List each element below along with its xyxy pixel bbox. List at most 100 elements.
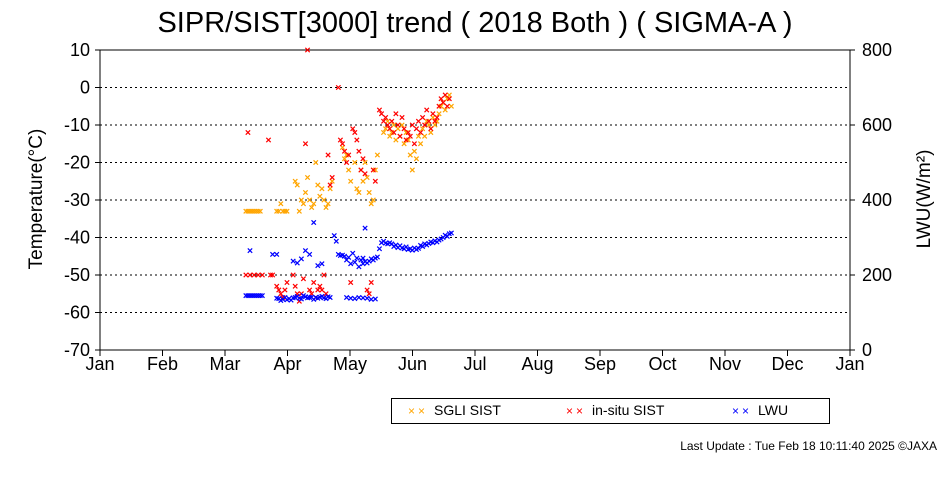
- data-point: [245, 293, 251, 299]
- x-tick-label: Jan: [835, 354, 864, 374]
- data-point: [415, 245, 422, 251]
- data-point: [341, 156, 348, 162]
- y-tick-label: -40: [64, 228, 90, 248]
- data-point: [424, 118, 430, 124]
- data-point: [419, 114, 426, 121]
- data-point: [247, 272, 253, 278]
- data-point: [315, 182, 321, 188]
- data-point: [346, 152, 352, 158]
- data-point: [346, 167, 352, 173]
- data-point: [374, 152, 381, 158]
- data-point: [335, 84, 341, 91]
- data-point: [422, 133, 428, 139]
- data-point: [253, 293, 259, 299]
- data-point: [284, 208, 290, 214]
- data-point: [370, 197, 376, 203]
- data-point: [257, 208, 263, 214]
- data-point: [401, 126, 407, 132]
- data-point: [255, 208, 261, 214]
- data-point: [325, 201, 331, 207]
- y-tick-label: -60: [64, 303, 90, 323]
- y-tick-label: -20: [64, 153, 90, 173]
- data-point: [417, 141, 424, 147]
- x-tick-label: Jun: [398, 354, 427, 374]
- data-point: [276, 287, 282, 293]
- legend-item-lwu: ×× LWU: [732, 402, 788, 418]
- data-point: [391, 122, 397, 128]
- y2-tick-label: 200: [862, 265, 892, 285]
- data-point: [315, 263, 321, 269]
- y2-tick-label: 800: [862, 40, 892, 60]
- data-point: [428, 126, 434, 132]
- data-point: [311, 279, 317, 286]
- data-point: [321, 272, 327, 278]
- legend-marker-insitu: ××: [566, 404, 587, 418]
- data-point: [399, 114, 405, 121]
- legend-label-lwu: LWU: [758, 402, 789, 418]
- data-point: [257, 293, 263, 299]
- data-point: [360, 178, 366, 184]
- data-point: [319, 287, 325, 293]
- data-point: [387, 126, 393, 132]
- data-point: [376, 107, 383, 113]
- y-tick-label: 10: [70, 40, 90, 60]
- data-point: [302, 141, 309, 147]
- data-point: [348, 178, 354, 184]
- data-point: [438, 96, 444, 102]
- data-point: [393, 137, 399, 143]
- data-point: [323, 291, 329, 297]
- data-point: [393, 111, 399, 117]
- data-point: [259, 272, 265, 278]
- data-point: [247, 293, 253, 299]
- data-point: [346, 254, 352, 260]
- data-point: [251, 208, 257, 214]
- legend-label-insitu: in-situ SIST: [592, 402, 665, 418]
- data-point: [352, 129, 358, 136]
- data-point: [249, 293, 255, 299]
- data-point: [368, 296, 374, 302]
- data-point: [323, 204, 329, 211]
- data-point: [292, 283, 298, 289]
- data-point: [364, 287, 370, 293]
- y2-tick-label: 0: [862, 340, 872, 360]
- data-point: [269, 272, 276, 278]
- data-point: [415, 118, 422, 124]
- x-tick-label: Jul: [463, 354, 486, 374]
- data-point: [362, 225, 368, 231]
- data-point: [368, 279, 374, 286]
- y-axis-label-left: Temperature(°C): [26, 128, 47, 270]
- data-point: [442, 107, 448, 113]
- data-point: [434, 114, 440, 121]
- data-point: [296, 208, 302, 214]
- chart-title: SIPR/SIST[3000] trend ( 2018 Both ) ( SI…: [157, 7, 793, 39]
- data-point: [290, 272, 296, 278]
- data-point: [399, 122, 405, 128]
- data-point: [380, 118, 387, 124]
- data-point: [356, 264, 362, 270]
- data-point: [319, 186, 325, 192]
- x-tick-label: May: [333, 354, 367, 374]
- y-tick-label: -30: [64, 190, 90, 210]
- data-point: [243, 293, 249, 299]
- data-point: [274, 208, 280, 214]
- data-point: [339, 141, 346, 147]
- data-point: [411, 148, 418, 154]
- data-point: [374, 254, 381, 260]
- data-point: [255, 293, 261, 299]
- data-point: [364, 295, 370, 301]
- data-point: [319, 261, 325, 267]
- data-point: [278, 201, 284, 207]
- data-point: [372, 167, 378, 173]
- x-tick-label: Apr: [273, 354, 301, 374]
- data-point: [378, 111, 385, 117]
- x-tick-label: Feb: [147, 354, 178, 374]
- data-point: [247, 208, 253, 214]
- data-point: [315, 287, 321, 293]
- data-point: [294, 260, 300, 266]
- data-point: [282, 208, 288, 214]
- data-point: [337, 137, 344, 143]
- data-point: [265, 137, 272, 143]
- data-point: [397, 133, 403, 139]
- data-point: [389, 129, 395, 136]
- data-point: [395, 122, 401, 128]
